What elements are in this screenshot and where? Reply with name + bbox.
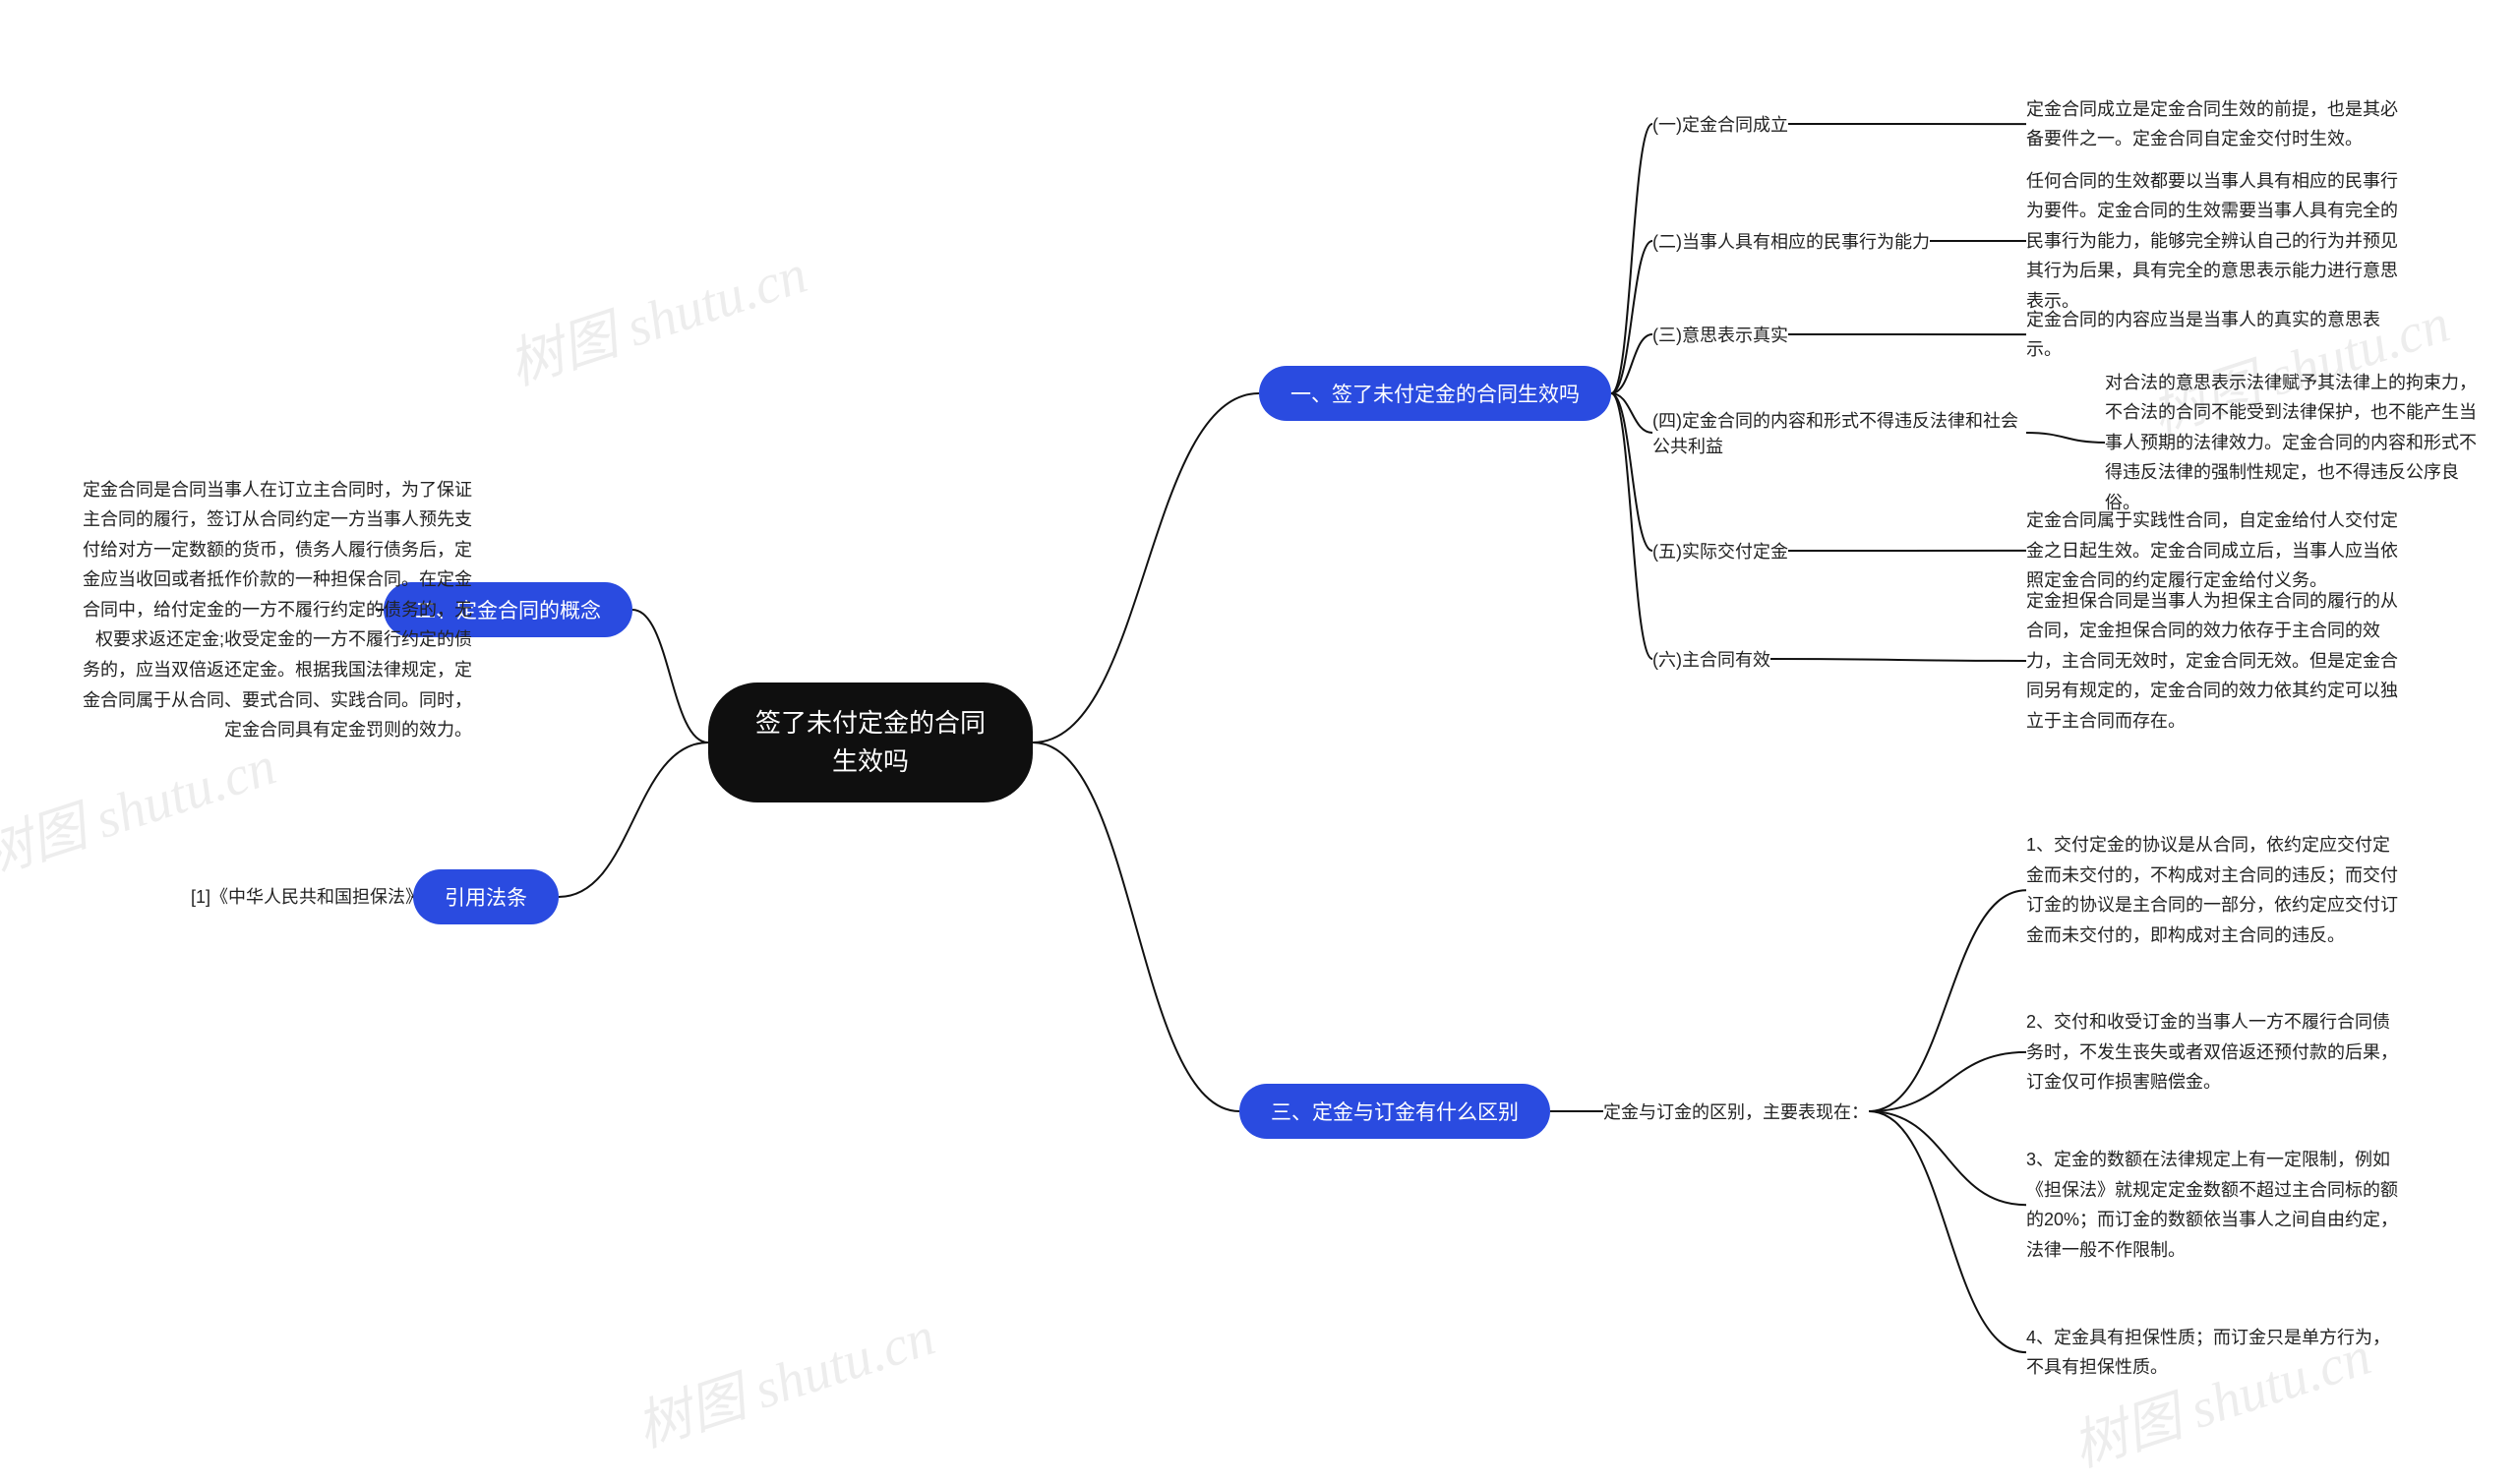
leaf-4-4: 4、定金具有担保性质；而订金只是单方行为，不具有担保性质。 <box>2026 1323 2400 1383</box>
root-node[interactable]: 签了未付定金的合同生效吗 <box>708 683 1033 802</box>
leaf-4-4-text: 4、定金具有担保性质；而订金只是单方行为，不具有担保性质。 <box>2026 1323 2400 1383</box>
branch-section-1[interactable]: 一、签了未付定金的合同生效吗 <box>1259 366 1611 421</box>
leaf-1-2: 任何合同的生效都要以当事人具有相应的民事行为要件。定金合同的生效需要当事人具有完… <box>2026 166 2400 317</box>
sub-1-3-label: (三)意思表示真实 <box>1652 322 1788 347</box>
leaf-left-2: 定金合同是合同当事人在订立主合同时，为了保证主合同的履行，签订从合同约定一方当事… <box>79 475 472 745</box>
root-label: 签了未付定金的合同生效吗 <box>751 704 989 781</box>
branch-3-label: 引用法条 <box>445 882 527 912</box>
leaf-1-2-text: 任何合同的生效都要以当事人具有相应的民事行为要件。定金合同的生效需要当事人具有完… <box>2026 166 2400 317</box>
leaf-1-6-text: 定金担保合同是当事人为担保主合同的履行的从合同，定金担保合同的效力依存于主合同的… <box>2026 586 2400 737</box>
leaf-4-3-text: 3、定金的数额在法律规定上有一定限制，例如《担保法》就规定定金数额不超过主合同标… <box>2026 1145 2400 1265</box>
sub-4-1-label: 定金与订金的区别，主要表现在： <box>1603 1098 1869 1124</box>
leaf-4-2: 2、交付和收受订金的当事人一方不履行合同债务时，不发生丧失或者双倍返还预付款的后… <box>2026 1007 2400 1098</box>
branch-cited-law[interactable]: 引用法条 <box>413 869 559 924</box>
leaf-1-4-text: 对合法的意思表示法律赋予其法律上的拘束力，不合法的合同不能受到法律保护，也不能产… <box>2105 368 2479 518</box>
sub-1-1[interactable]: (一)定金合同成立 <box>1652 111 1788 137</box>
leaf-left-3: [1]《中华人民共和国担保法》 <box>167 882 423 913</box>
leaf-1-5: 定金合同属于实践性合同，自定金给付人交付定金之日起生效。定金合同成立后，当事人应… <box>2026 505 2400 596</box>
sub-1-4-label: (四)定金合同的内容和形式不得违反法律和社会公共利益 <box>1652 407 2026 458</box>
leaf-4-3: 3、定金的数额在法律规定上有一定限制，例如《担保法》就规定定金数额不超过主合同标… <box>2026 1145 2400 1265</box>
sub-1-5-label: (五)实际交付定金 <box>1652 538 1788 564</box>
branch-4-label: 三、定金与订金有什么区别 <box>1271 1097 1519 1126</box>
leaf-4-2-text: 2、交付和收受订金的当事人一方不履行合同债务时，不发生丧失或者双倍返还预付款的后… <box>2026 1007 2400 1098</box>
sub-1-6[interactable]: (六)主合同有效 <box>1652 646 1770 672</box>
leaf-1-4: 对合法的意思表示法律赋予其法律上的拘束力，不合法的合同不能受到法律保护，也不能产… <box>2105 368 2479 518</box>
sub-1-2[interactable]: (二)当事人具有相应的民事行为能力 <box>1652 228 1930 254</box>
leaf-4-1: 1、交付定金的协议是从合同，依约定应交付定金而未交付的，不构成对主合同的违反；而… <box>2026 830 2400 950</box>
leaf-1-1: 定金合同成立是定金合同生效的前提，也是其必备要件之一。定金合同自定金交付时生效。 <box>2026 94 2400 154</box>
leaf-1-1-text: 定金合同成立是定金合同生效的前提，也是其必备要件之一。定金合同自定金交付时生效。 <box>2026 94 2400 154</box>
branch-section-3[interactable]: 三、定金与订金有什么区别 <box>1239 1084 1550 1139</box>
sub-1-6-label: (六)主合同有效 <box>1652 646 1770 672</box>
leaf-1-6: 定金担保合同是当事人为担保主合同的履行的从合同，定金担保合同的效力依存于主合同的… <box>2026 586 2400 737</box>
leaf-1-3-text: 定金合同的内容应当是当事人的真实的意思表示。 <box>2026 305 2400 365</box>
sub-1-5[interactable]: (五)实际交付定金 <box>1652 538 1788 564</box>
sub-1-4[interactable]: (四)定金合同的内容和形式不得违反法律和社会公共利益 <box>1652 407 2026 458</box>
leaf-left-3-text: [1]《中华人民共和国担保法》 <box>191 882 423 913</box>
sub-1-3[interactable]: (三)意思表示真实 <box>1652 322 1788 347</box>
leaf-4-1-text: 1、交付定金的协议是从合同，依约定应交付定金而未交付的，不构成对主合同的违反；而… <box>2026 830 2400 950</box>
leaf-1-3: 定金合同的内容应当是当事人的真实的意思表示。 <box>2026 305 2400 365</box>
sub-4-1[interactable]: 定金与订金的区别，主要表现在： <box>1603 1098 1869 1124</box>
branch-1-label: 一、签了未付定金的合同生效吗 <box>1290 379 1580 408</box>
sub-1-2-label: (二)当事人具有相应的民事行为能力 <box>1652 228 1930 254</box>
leaf-1-5-text: 定金合同属于实践性合同，自定金给付人交付定金之日起生效。定金合同成立后，当事人应… <box>2026 505 2400 596</box>
leaf-left-2-text: 定金合同是合同当事人在订立主合同时，为了保证主合同的履行，签订从合同约定一方当事… <box>79 475 472 745</box>
sub-1-1-label: (一)定金合同成立 <box>1652 111 1788 137</box>
